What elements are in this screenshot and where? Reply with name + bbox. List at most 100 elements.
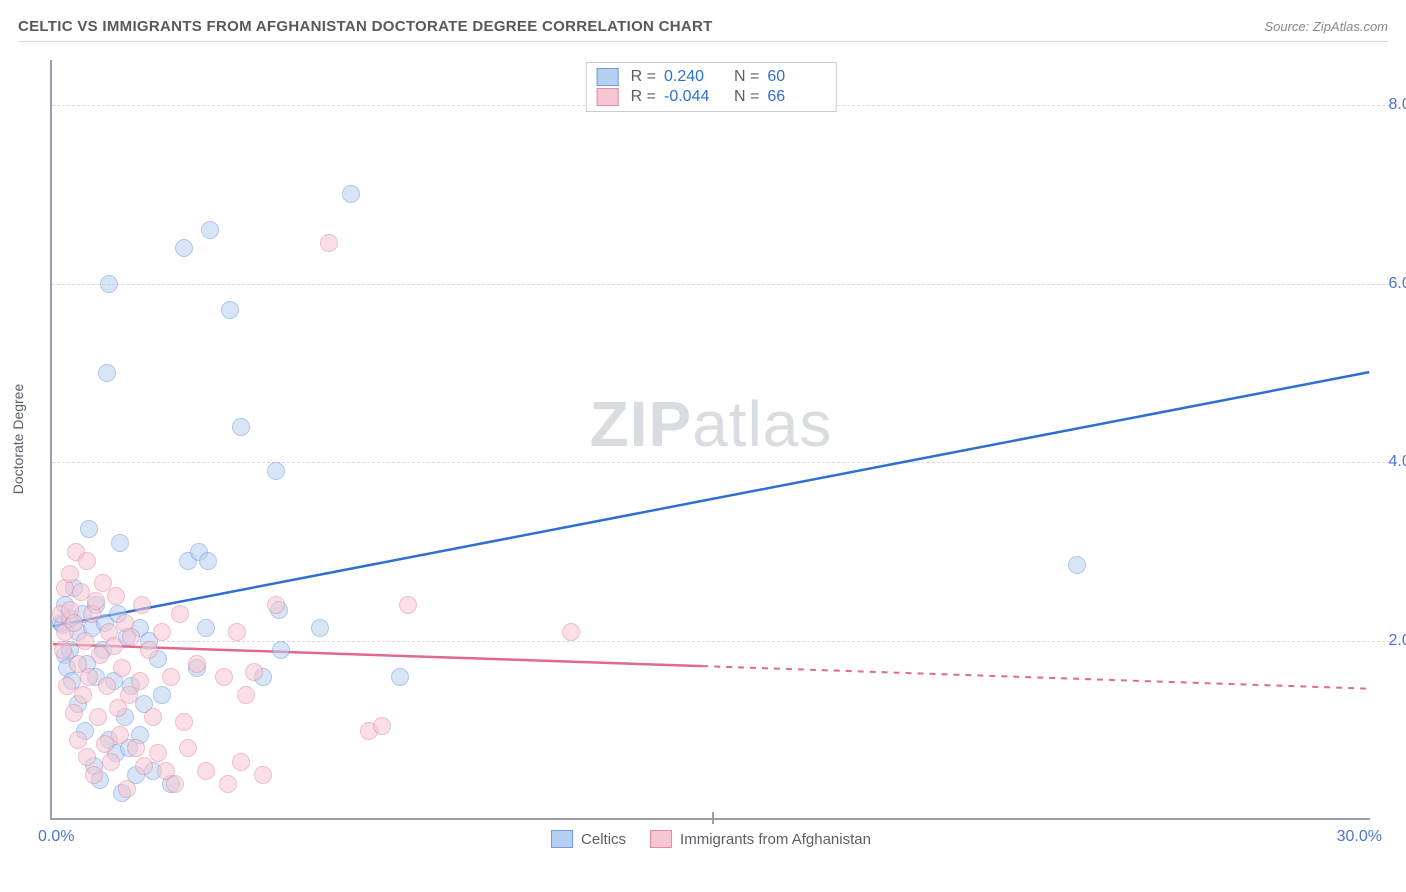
data-point-celtics	[342, 185, 360, 203]
data-point-celtics	[311, 619, 329, 637]
data-point-afghanistan	[65, 704, 83, 722]
x-midtick	[712, 812, 714, 824]
legend-swatch-celtics	[551, 830, 573, 848]
x-origin-label: 0.0%	[38, 828, 74, 846]
data-point-afghanistan	[237, 686, 255, 704]
data-point-afghanistan	[74, 686, 92, 704]
data-point-celtics	[98, 364, 116, 382]
data-point-afghanistan	[98, 677, 116, 695]
r-value-afghanistan: -0.044	[664, 88, 722, 106]
data-point-afghanistan	[107, 587, 125, 605]
data-point-afghanistan	[111, 726, 129, 744]
data-point-celtics	[232, 418, 250, 436]
chart-title: CELTIC VS IMMIGRANTS FROM AFGHANISTAN DO…	[18, 18, 713, 35]
data-point-afghanistan	[78, 748, 96, 766]
data-point-afghanistan	[122, 628, 140, 646]
data-point-afghanistan	[54, 641, 72, 659]
legend-swatch-afghanistan	[597, 88, 619, 106]
data-point-afghanistan	[118, 780, 136, 798]
legend-label-afghanistan: Immigrants from Afghanistan	[680, 831, 871, 848]
data-point-celtics	[175, 239, 193, 257]
data-point-afghanistan	[175, 713, 193, 731]
data-point-afghanistan	[87, 592, 105, 610]
data-point-afghanistan	[245, 663, 263, 681]
data-point-afghanistan	[80, 668, 98, 686]
trendline-celtics	[53, 372, 1370, 626]
legend-corr-row-celtics: R = 0.240 N = 60	[597, 67, 826, 87]
data-point-afghanistan	[153, 623, 171, 641]
data-point-afghanistan	[166, 775, 184, 793]
data-point-afghanistan	[254, 766, 272, 784]
data-point-afghanistan	[144, 708, 162, 726]
data-point-afghanistan	[127, 739, 145, 757]
data-point-afghanistan	[219, 775, 237, 793]
data-point-afghanistan	[228, 623, 246, 641]
data-point-celtics	[201, 221, 219, 239]
data-point-afghanistan	[171, 605, 189, 623]
data-point-afghanistan	[140, 641, 158, 659]
data-point-afghanistan	[105, 637, 123, 655]
data-point-afghanistan	[76, 632, 94, 650]
data-point-afghanistan	[133, 596, 151, 614]
data-point-afghanistan	[562, 623, 580, 641]
y-axis-title: Doctorate Degree	[10, 384, 26, 495]
r-label: R =	[631, 88, 656, 106]
data-point-celtics	[111, 534, 129, 552]
data-point-afghanistan	[113, 659, 131, 677]
legend-swatch-celtics	[597, 68, 619, 86]
legend-item-afghanistan: Immigrants from Afghanistan	[650, 830, 871, 848]
data-point-afghanistan	[267, 596, 285, 614]
data-point-celtics	[1068, 556, 1086, 574]
data-point-afghanistan	[69, 731, 87, 749]
title-bar: CELTIC VS IMMIGRANTS FROM AFGHANISTAN DO…	[18, 18, 1388, 42]
data-point-celtics	[391, 668, 409, 686]
data-point-celtics	[199, 552, 217, 570]
source-label: Source: ZipAtlas.com	[1264, 19, 1388, 34]
data-point-celtics	[197, 619, 215, 637]
legend-correlation-box: R = 0.240 N = 60 R = -0.044 N = 66	[586, 62, 837, 112]
data-point-celtics	[80, 520, 98, 538]
data-point-afghanistan	[188, 655, 206, 673]
data-point-afghanistan	[162, 668, 180, 686]
plot-area: ZIPatlas Doctorate Degree 2.0%4.0%6.0%8.…	[50, 60, 1370, 820]
n-label: N =	[734, 68, 759, 86]
r-value-celtics: 0.240	[664, 68, 722, 86]
y-tick-label: 8.0%	[1389, 96, 1406, 114]
n-value-afghanistan: 66	[767, 88, 825, 106]
data-point-afghanistan	[179, 739, 197, 757]
data-point-afghanistan	[131, 672, 149, 690]
data-point-afghanistan	[135, 757, 153, 775]
data-point-afghanistan	[102, 753, 120, 771]
legend-swatch-afghanistan	[650, 830, 672, 848]
legend-corr-row-afghanistan: R = -0.044 N = 66	[597, 87, 826, 107]
data-point-afghanistan	[61, 565, 79, 583]
data-point-afghanistan	[65, 614, 83, 632]
data-point-afghanistan	[399, 596, 417, 614]
data-point-celtics	[221, 301, 239, 319]
data-point-celtics	[267, 462, 285, 480]
data-point-celtics	[100, 275, 118, 293]
data-point-afghanistan	[78, 552, 96, 570]
n-value-celtics: 60	[767, 68, 825, 86]
data-point-celtics	[272, 641, 290, 659]
data-point-afghanistan	[320, 234, 338, 252]
trendlines	[52, 60, 1370, 818]
legend-label-celtics: Celtics	[581, 831, 626, 848]
data-point-afghanistan	[89, 708, 107, 726]
x-end-label: 30.0%	[1337, 828, 1382, 846]
trendline-dashed-afghanistan	[702, 666, 1369, 689]
data-point-afghanistan	[197, 762, 215, 780]
data-point-celtics	[153, 686, 171, 704]
legend-series: Celtics Immigrants from Afghanistan	[551, 830, 871, 848]
legend-item-celtics: Celtics	[551, 830, 626, 848]
data-point-afghanistan	[215, 668, 233, 686]
data-point-afghanistan	[149, 744, 167, 762]
y-tick-label: 4.0%	[1389, 453, 1406, 471]
y-tick-label: 2.0%	[1389, 632, 1406, 650]
data-point-afghanistan	[85, 766, 103, 784]
data-point-afghanistan	[373, 717, 391, 735]
r-label: R =	[631, 68, 656, 86]
data-point-afghanistan	[232, 753, 250, 771]
n-label: N =	[734, 88, 759, 106]
y-tick-label: 6.0%	[1389, 275, 1406, 293]
